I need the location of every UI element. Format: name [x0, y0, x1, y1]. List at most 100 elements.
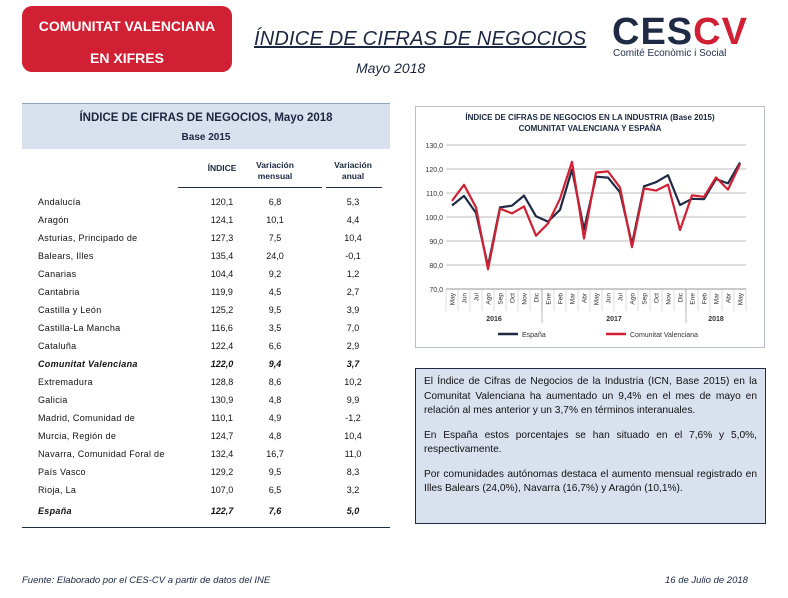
- region-cell: Galicia: [38, 395, 68, 405]
- region-cell: Castilla y León: [38, 305, 102, 315]
- report-date: 16 de Julio de 2018: [665, 575, 748, 586]
- year-label: 2016: [486, 316, 502, 323]
- monthly-change-cell: 9,2: [268, 269, 282, 279]
- x-tick-label: May: [738, 292, 745, 305]
- table-title: ÍNDICE DE CIFRAS DE NEGOCIOS, Mayo 2018: [79, 112, 333, 124]
- monthly-change-cell: 4,8: [268, 395, 282, 405]
- x-tick-label: Ago: [486, 293, 493, 305]
- annual-change-cell: 3,9: [346, 305, 360, 315]
- x-tick-label: Mar: [714, 292, 721, 304]
- summary-paragraph-3: Por comunidades autónomas destaca el aum…: [424, 468, 757, 495]
- annual-change-cell: 10,4: [344, 233, 362, 243]
- region-cell: Cantabria: [38, 287, 80, 297]
- table-row: Cantabria 119,9 4,5 2,7: [22, 286, 390, 302]
- annual-change-cell: 3,7: [346, 359, 360, 369]
- logo-text-cv: CV: [693, 11, 748, 53]
- annual-change-cell: 1,2: [346, 269, 360, 279]
- y-tick-label: 70,0: [429, 287, 443, 294]
- logo-tagline: Comité Econòmic i Social: [613, 48, 727, 59]
- index-cell: 127,3: [210, 233, 234, 243]
- region-cell: Murcia, Región de: [38, 431, 117, 441]
- x-tick-label: May: [450, 292, 457, 305]
- col-divider: [242, 187, 322, 188]
- x-tick-label: Abr: [726, 292, 733, 303]
- monthly-change-cell: 7,5: [268, 233, 282, 243]
- index-cell: 122,7: [210, 506, 234, 516]
- annual-change-cell: 5,0: [346, 506, 360, 516]
- x-tick-label: Ago: [630, 293, 637, 305]
- x-tick-label: Feb: [558, 293, 565, 305]
- annual-change-cell: 5,3: [346, 197, 360, 207]
- summary-box: El Índice de Cifras de Negocios de la In…: [415, 368, 766, 524]
- index-cell: 116,6: [211, 323, 233, 333]
- table-row: Andalucía 120,1 6,8 5,3: [22, 196, 390, 212]
- annual-change-cell: -0,1: [345, 251, 361, 261]
- x-tick-label: Dic: [678, 292, 685, 302]
- region-cell: Canarias: [38, 269, 77, 279]
- monthly-change-cell: 4,5: [268, 287, 282, 297]
- x-tick-label: Nov: [522, 292, 529, 304]
- monthly-change-cell: 3,5: [268, 323, 282, 333]
- table-row: Balears, Illes 135,4 24,0 -0,1: [22, 250, 390, 266]
- page-title: ÍNDICE DE CIFRAS DE NEGOCIOS: [254, 28, 587, 50]
- col-divider: [178, 187, 242, 188]
- region-cell: Asturias, Principado de: [38, 233, 138, 243]
- annual-change-cell: 4,4: [346, 215, 360, 225]
- chart-plot: 70,0 80,0 90,0 100,0 110,0 120,0 130,0 May Jun Ju…: [425, 143, 747, 339]
- index-table: ÍNDICE DE CIFRAS DE NEGOCIOS, Mayo 2018 …: [22, 103, 390, 528]
- monthly-change-cell: 7,6: [268, 506, 282, 516]
- index-cell: 132,4: [210, 449, 234, 459]
- annual-change-cell: 2,7: [346, 287, 360, 297]
- index-cell: 130,9: [210, 395, 234, 405]
- x-tick-label: Ene: [546, 293, 553, 305]
- source-note: Fuente: Elaborado por el CES-CV a partir…: [22, 575, 271, 586]
- index-cell: 128,8: [210, 377, 234, 387]
- table-row: Castilla-La Mancha 116,6 3,5 7,0: [22, 322, 390, 338]
- annual-change-cell: -1,2: [345, 413, 361, 423]
- region-cell: Extremadura: [38, 377, 93, 387]
- x-tick-label: Jun: [606, 293, 613, 304]
- x-tick-label: May: [594, 292, 601, 305]
- section-badge: COMUNITAT VALENCIANA EN XIFRES: [22, 6, 232, 72]
- line-chart: ÍNDICE DE CIFRAS DE NEGOCIOS EN LA INDUS…: [415, 106, 765, 348]
- y-tick-label: 90,0: [429, 239, 443, 246]
- table-header: ÍNDICE DE CIFRAS DE NEGOCIOS, Mayo 2018 …: [22, 103, 390, 149]
- index-cell: 110,1: [211, 413, 233, 423]
- annual-change-cell: 8,3: [346, 467, 360, 477]
- monthly-change-cell: 8,6: [268, 377, 282, 387]
- region-cell: Cataluña: [38, 341, 77, 351]
- region-cell: España: [38, 506, 72, 516]
- series-line-comunitat-valenciana: [451, 160, 741, 271]
- table-row: España 122,7 7,6 5,0: [22, 505, 390, 521]
- monthly-change-cell: 9,5: [268, 467, 282, 477]
- index-cell: 124,1: [210, 215, 234, 225]
- monthly-change-cell: 6,5: [268, 485, 282, 495]
- annual-change-cell: 10,4: [344, 431, 362, 441]
- region-cell: Andalucía: [38, 197, 81, 207]
- y-tick-label: 110,0: [426, 191, 443, 198]
- y-tick-label: 100,0: [425, 215, 443, 222]
- x-tick-label: Oct: [510, 293, 517, 303]
- x-tick-label: Feb: [702, 293, 709, 305]
- x-tick-label: Oct: [654, 293, 661, 303]
- region-cell: Aragón: [38, 215, 69, 225]
- legend-label: España: [522, 332, 546, 339]
- x-tick-label: Ene: [690, 293, 697, 305]
- table-row: Aragón 124,1 10,1 4,4: [22, 214, 390, 230]
- index-cell: 129,2: [210, 467, 234, 477]
- x-tick-label: Jun: [462, 293, 469, 304]
- y-tick-label: 80,0: [429, 263, 443, 270]
- x-tick-label: Nov: [666, 292, 673, 304]
- x-tick-label: Sep: [498, 293, 505, 305]
- monthly-change-cell: 4,9: [268, 413, 282, 423]
- x-tick-label: Mar: [570, 292, 577, 304]
- table-row: Asturias, Principado de 127,3 7,5 10,4: [22, 232, 390, 248]
- year-label: 2017: [606, 316, 622, 323]
- region-cell: Navarra, Comunidad Foral de: [38, 449, 165, 459]
- year-label: 2018: [708, 316, 724, 323]
- index-cell: 122,4: [210, 341, 234, 351]
- x-tick-label: Sep: [642, 293, 649, 305]
- page-subtitle: Mayo 2018: [356, 60, 426, 76]
- col-divider: [326, 187, 382, 188]
- index-cell: 107,0: [210, 485, 234, 495]
